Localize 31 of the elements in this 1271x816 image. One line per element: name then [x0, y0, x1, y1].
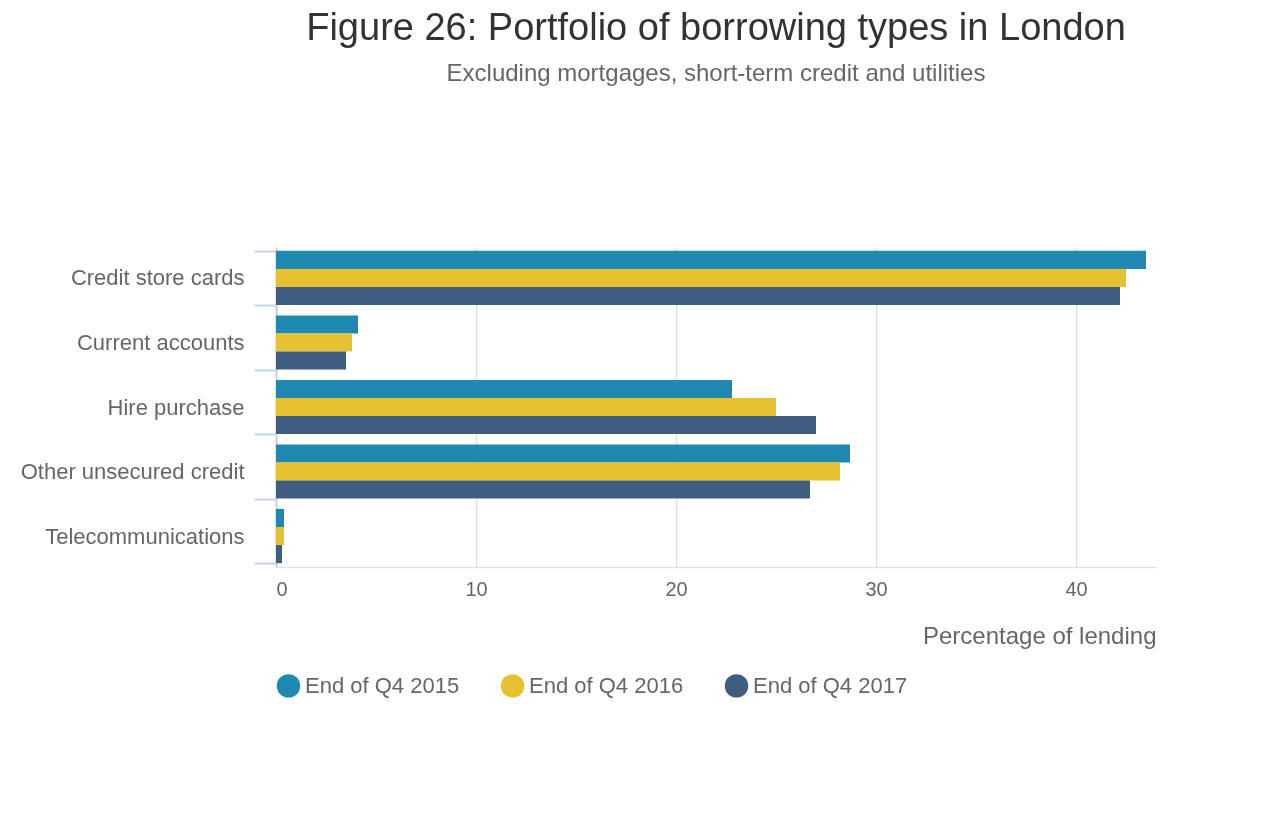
- chart-title: Figure 26: Portfolio of borrowing types in London: [306, 6, 1126, 48]
- bar: [276, 268, 1126, 287]
- x-tick-label: 10: [465, 577, 488, 600]
- bar: [276, 508, 284, 527]
- x-tick-label: 40: [1065, 577, 1088, 600]
- legend-label: End of Q4 2015: [305, 672, 460, 698]
- x-tick-label: 0: [276, 577, 288, 600]
- y-tick-label: Telecommunications: [45, 523, 245, 549]
- bar: [276, 287, 1120, 306]
- y-tick-label: Hire purchase: [107, 394, 245, 420]
- bar: [276, 480, 810, 499]
- bar: [276, 416, 816, 435]
- bar: [276, 545, 282, 564]
- bar: [276, 333, 352, 352]
- legend-label: End of Q4 2017: [753, 672, 908, 698]
- chart-subtitle: Excluding mortgages, short-term credit and utilities: [446, 59, 986, 86]
- bar: [276, 397, 776, 417]
- x-tick-label: 30: [865, 577, 888, 600]
- bar: [276, 379, 732, 398]
- bar: [276, 250, 1146, 269]
- bar: [276, 462, 840, 481]
- bar: [276, 444, 850, 463]
- bar: [276, 351, 346, 370]
- y-tick-label: Current accounts: [76, 329, 245, 355]
- bar: [276, 315, 358, 334]
- bar: [276, 527, 284, 546]
- y-tick-label: Other unsecured credit: [20, 459, 245, 485]
- y-tick-label: Credit store cards: [70, 265, 245, 291]
- x-axis-title: Percentage of lending: [922, 621, 1157, 649]
- legend-label: End of Q4 2016: [529, 672, 684, 698]
- x-tick-label: 20: [665, 577, 688, 600]
